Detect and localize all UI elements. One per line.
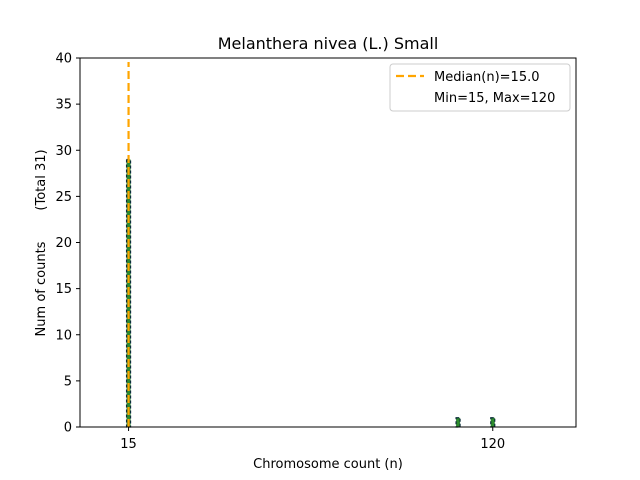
- x-axis-label: Chromosome count (n): [253, 457, 403, 472]
- legend-range-label: Min=15, Max=120: [434, 91, 555, 106]
- y-axis-ticks: 0 5 10 15 20 25 30 35 40: [55, 52, 80, 436]
- y-tick-label-0: 0: [64, 421, 72, 436]
- y-tick-label-40: 40: [55, 52, 72, 67]
- plot-frame: [79, 57, 577, 428]
- y-axis-label: Num of counts: [34, 241, 49, 336]
- y-tick-label-10: 10: [55, 328, 72, 343]
- x-axis-ticks: 15 120: [120, 427, 505, 452]
- y-tick-label-35: 35: [55, 98, 72, 113]
- chart-title: Melanthera nivea (L.) Small: [218, 34, 439, 53]
- legend-median-label: Median(n)=15.0: [434, 70, 540, 85]
- y-tick-label-5: 5: [64, 374, 72, 389]
- y-tick-label-20: 20: [55, 236, 72, 251]
- bar-110: [455, 417, 461, 428]
- x-tick-label-120: 120: [480, 437, 505, 452]
- x-tick-label-15: 15: [120, 437, 137, 452]
- legend: Median(n)=15.0 Min=15, Max=120: [389, 63, 571, 112]
- y-axis-total-label: (Total 31): [34, 149, 49, 210]
- y-tick-label-15: 15: [55, 282, 72, 297]
- y-tick-label-25: 25: [55, 190, 72, 205]
- y-tick-label-30: 30: [55, 144, 72, 159]
- bar-120: [490, 417, 496, 428]
- legend-box: [389, 63, 571, 112]
